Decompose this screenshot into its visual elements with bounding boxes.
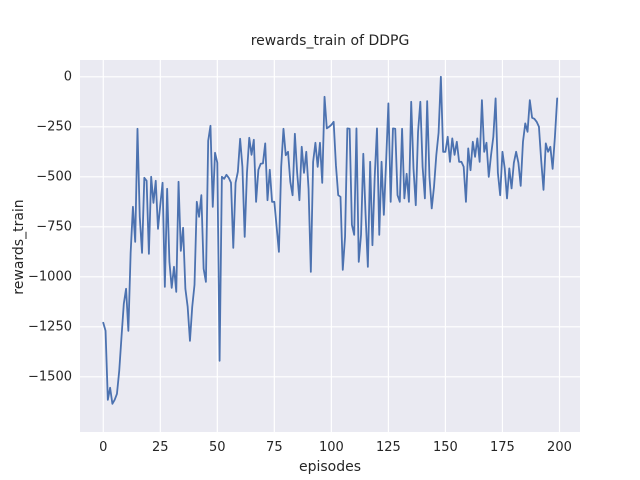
line-chart — [80, 60, 580, 432]
chart-title: rewards_train of DDPG — [250, 33, 410, 49]
x-axis-label: episodes — [298, 459, 362, 475]
y-tick-label: −250 — [36, 119, 72, 135]
y-axis-label: rewards_train — [11, 199, 27, 295]
x-tick-label: 100 — [318, 440, 344, 455]
x-tick-label: 75 — [266, 440, 283, 455]
y-tick-label: −1250 — [28, 319, 72, 335]
x-tick-label: 25 — [152, 440, 169, 455]
x-tick-label: 200 — [547, 440, 572, 455]
x-tick-label: 0 — [99, 440, 108, 455]
x-tick-label: 125 — [375, 440, 401, 455]
y-tick-label: −1500 — [28, 369, 72, 385]
x-tick-label: 150 — [432, 440, 458, 455]
x-tick-label: 50 — [209, 440, 226, 455]
x-tick-label: 175 — [490, 440, 515, 455]
y-tick-label: −500 — [36, 169, 72, 185]
chart-line-rewards_train — [102, 75, 559, 405]
plot-area — [80, 60, 580, 432]
y-tick-label: 0 — [63, 69, 72, 85]
y-tick-label: −750 — [36, 219, 72, 235]
y-tick-label: −1000 — [28, 269, 72, 285]
